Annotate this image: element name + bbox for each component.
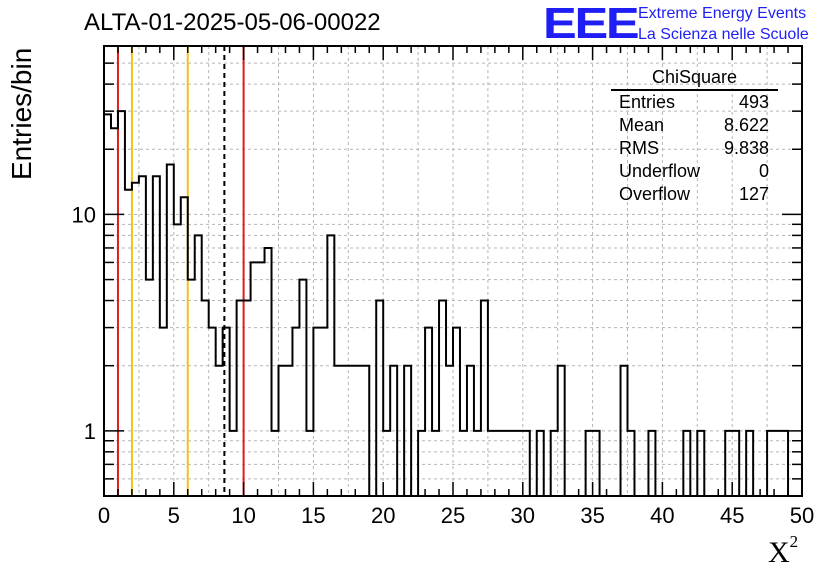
histogram-bin [104, 114, 111, 496]
x-tick-label: 35 [580, 503, 604, 528]
chart-title: ALTA-01-2025-05-06-00022 [84, 9, 381, 36]
stats-title: ChiSquare [651, 67, 738, 87]
stats-value: 0 [758, 161, 769, 181]
histogram-bin [146, 280, 153, 496]
histogram-bin [265, 248, 272, 496]
histogram-bin [453, 328, 460, 496]
x-tick-label: 0 [98, 503, 110, 528]
stats-key: Entries [619, 92, 676, 112]
stats-row-entries: Entries 493 [619, 92, 769, 115]
stats-row-underflow: Underflow 0 [619, 161, 769, 184]
histogram-bin [174, 224, 181, 496]
stats-divider [611, 89, 778, 91]
histogram-bin [132, 183, 139, 496]
histogram-bin [258, 262, 265, 496]
histogram-bin [320, 328, 327, 496]
histogram-bin [244, 301, 251, 496]
stats-row-rms: RMS 9.838 [619, 138, 769, 161]
x-axis-label-exponent: 2 [789, 532, 799, 551]
histogram-bin [160, 328, 167, 496]
histogram-bin [237, 301, 244, 496]
y-tick-label: 10 [72, 202, 96, 227]
histogram-bin [376, 301, 383, 496]
x-tick-label: 25 [441, 503, 465, 528]
histogram-bin [425, 328, 432, 496]
histogram-bin [313, 328, 320, 496]
histogram-bin [188, 280, 195, 496]
stats-key: Underflow [619, 161, 701, 181]
stats-key: Overflow [619, 184, 691, 204]
x-tick-label: 15 [301, 503, 325, 528]
histogram-bin [292, 328, 299, 496]
histogram-bin [181, 197, 188, 496]
stats-value: 493 [738, 92, 769, 112]
stats-row-overflow: Overflow 127 [619, 184, 769, 207]
stats-value: 127 [738, 184, 769, 204]
histogram-bin [251, 262, 258, 496]
stats-value: 8.622 [723, 115, 769, 135]
stats-row-mean: Mean 8.622 [619, 115, 769, 138]
x-axis-label-x: X [768, 536, 790, 569]
stats-key: Mean [619, 115, 665, 135]
histogram-bin [439, 301, 446, 496]
histogram-bin [118, 111, 125, 496]
histogram-bin [299, 280, 306, 496]
histogram-bin [202, 301, 209, 496]
logo-line-1: Extreme Energy Events [638, 5, 807, 22]
eee-logo-mark: EEE [543, 0, 640, 48]
histogram-bin [481, 301, 488, 496]
x-tick-label: 5 [168, 503, 180, 528]
x-tick-label: 45 [720, 503, 744, 528]
y-tick-label: 1 [84, 419, 96, 444]
histogram-bin [209, 328, 216, 496]
x-tick-label: 10 [231, 503, 255, 528]
x-tick-label: 30 [511, 503, 535, 528]
x-tick-label: 20 [371, 503, 395, 528]
logo-line-2: La Scienza nelle Scuole [638, 26, 809, 43]
stats-key: RMS [619, 138, 659, 158]
x-tick-label: 50 [790, 503, 814, 528]
x-tick-label: 40 [650, 503, 674, 528]
x-axis-label: X2 [768, 532, 798, 570]
stats-value: 9.838 [723, 138, 769, 158]
